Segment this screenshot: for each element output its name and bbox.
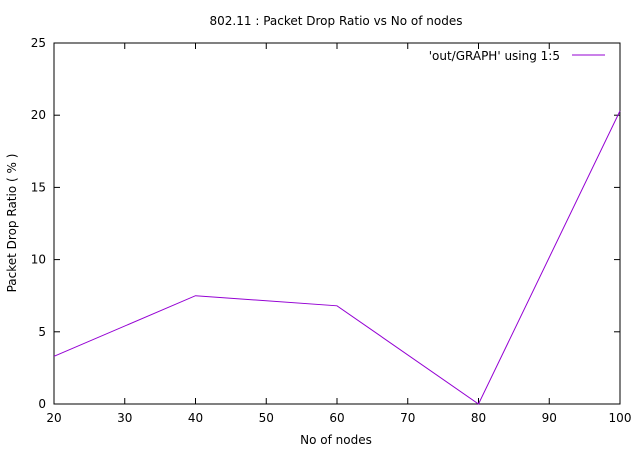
series-layer — [53, 110, 621, 405]
series-line-0 — [53, 110, 621, 405]
x-tick-label-70: 70 — [400, 411, 415, 425]
x-tick-label-40: 40 — [188, 411, 203, 425]
x-tick-label-80: 80 — [471, 411, 486, 425]
y-tick-label-5: 5 — [38, 325, 46, 339]
x-tick-label-90: 90 — [542, 411, 557, 425]
legend: 'out/GRAPH' using 1:5 — [429, 49, 605, 63]
chart-title: 802.11 : Packet Drop Ratio vs No of node… — [210, 14, 463, 28]
x-tick-label-20: 20 — [46, 411, 61, 425]
y-tick-label-0: 0 — [38, 397, 46, 411]
x-tick-label-100: 100 — [609, 411, 632, 425]
axes: 20 30 40 50 60 70 80 90 100 0 5 10 15 20 25 — [31, 36, 632, 425]
x-tick-label-30: 30 — [117, 411, 132, 425]
y-axis-label: Packet Drop Ratio ( % ) — [5, 154, 19, 293]
plot-frame — [53, 42, 621, 405]
x-tick-label-50: 50 — [259, 411, 274, 425]
y-tick-label-25: 25 — [31, 36, 46, 50]
x-tick-label-60: 60 — [329, 411, 344, 425]
legend-label: 'out/GRAPH' using 1:5 — [429, 49, 560, 63]
y-tick-label-10: 10 — [31, 253, 46, 267]
y-tick-label-20: 20 — [31, 108, 46, 122]
x-axis-label: No of nodes — [300, 433, 372, 447]
y-tick-label-15: 15 — [31, 180, 46, 194]
